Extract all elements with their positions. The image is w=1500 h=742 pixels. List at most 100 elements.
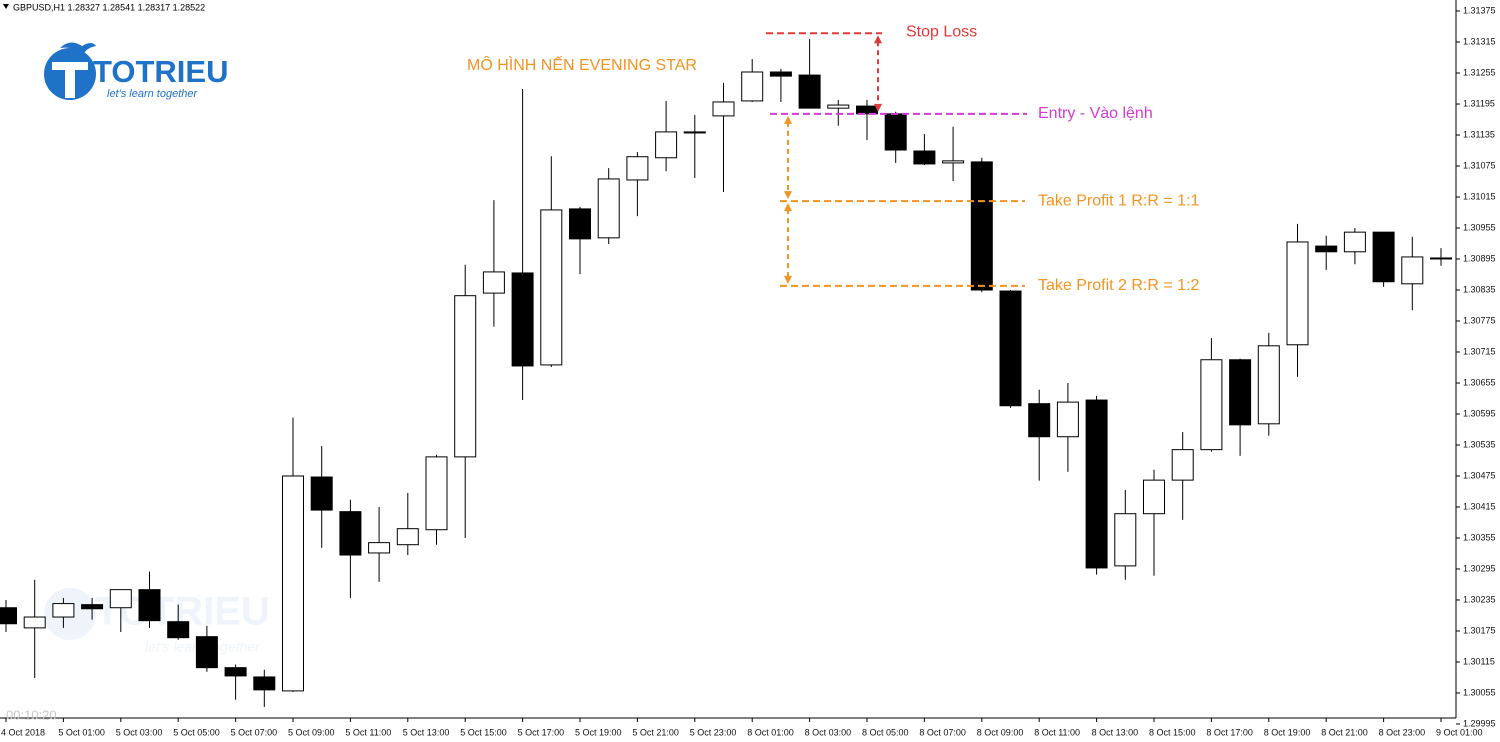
candle-body [282, 475, 304, 692]
y-tick-label: 1.30235 [1463, 594, 1496, 604]
x-tick-label: 5 Oct 09:00 [288, 727, 335, 737]
candle-body [368, 542, 391, 554]
x-tick-label: 8 Oct 09:00 [977, 727, 1024, 737]
candle-body [540, 209, 563, 366]
x-tick-label: 4 Oct 2018 [1, 727, 45, 737]
candle-body [396, 528, 419, 546]
x-tick-label: 8 Oct 23:00 [1379, 727, 1426, 737]
candle-body [109, 589, 132, 609]
candle-body [195, 636, 218, 669]
candle-body [769, 71, 792, 77]
y-tick-label: 1.30535 [1463, 439, 1496, 449]
candle-body [1343, 231, 1366, 253]
arrow-head [784, 115, 792, 124]
candle-body [999, 290, 1022, 407]
candle-body [482, 271, 505, 294]
y-tick-label: 1.30055 [1463, 687, 1496, 697]
y-tick-label: 1.30835 [1463, 284, 1496, 294]
y-tick-label: 1.30475 [1463, 470, 1496, 480]
y-tick-label: 1.30295 [1463, 563, 1496, 573]
x-tick-label: 8 Oct 19:00 [1264, 727, 1311, 737]
y-tick-label: 1.30415 [1463, 501, 1496, 511]
candle-body [1430, 257, 1452, 260]
x-tick-label: 5 Oct 03:00 [116, 727, 163, 737]
candle-body [1229, 359, 1252, 426]
y-tick-label: 1.30175 [1463, 625, 1496, 635]
logo-name: TOTRIEU [93, 54, 229, 89]
candle-body [856, 105, 878, 115]
logo-t [52, 62, 88, 98]
x-tick-label: 8 Oct 21:00 [1321, 727, 1368, 737]
logo: TOTRIEU let's learn together [44, 42, 229, 100]
candle-body [52, 603, 75, 618]
level-label: Stop Loss [906, 23, 977, 40]
candle-body [1028, 403, 1051, 438]
candle-body [626, 156, 649, 181]
x-tick-label: 8 Oct 07:00 [919, 727, 966, 737]
x-tick-label: 5 Oct 23:00 [690, 727, 737, 737]
chart-title: GBPUSD,H1 1.28327 1.28541 1.28317 1.2852… [13, 2, 205, 12]
pattern-label: MÔ HÌNH NẾN EVENING STAR [467, 55, 697, 74]
x-tick-label: 8 Oct 11:00 [1034, 727, 1080, 737]
candle-body [1315, 245, 1338, 253]
y-tick-label: 1.30775 [1463, 315, 1496, 325]
y-tick-label: 1.30595 [1463, 408, 1496, 418]
candle-body [454, 295, 477, 458]
x-tick-label: 9 Oct 01:00 [1436, 727, 1483, 737]
candle-body [1114, 513, 1137, 567]
x-tick-label: 5 Oct 05:00 [173, 727, 220, 737]
candle-body [884, 113, 907, 151]
candle-body [827, 104, 850, 109]
candle-body [339, 511, 362, 556]
candle-body [310, 476, 333, 511]
arrow-head [784, 203, 792, 212]
logo-tagline: let's learn together [107, 88, 198, 100]
candle-body [1171, 449, 1194, 481]
y-tick-label: 1.29995 [1463, 718, 1496, 728]
candle-body [913, 150, 936, 165]
candle-body [798, 74, 821, 109]
y-tick-label: 1.31015 [1463, 191, 1496, 201]
candle-body [1257, 345, 1280, 425]
candle-body [1401, 256, 1424, 285]
candle-body [655, 131, 678, 159]
candle-body [0, 607, 17, 625]
logo-flame [60, 42, 96, 54]
y-tick-label: 1.31075 [1463, 160, 1496, 170]
x-tick-label: 5 Oct 13:00 [403, 727, 450, 737]
y-tick-label: 1.30715 [1463, 346, 1496, 356]
candle-body [569, 208, 591, 240]
y-tick-label: 1.31375 [1463, 5, 1496, 15]
y-tick-label: 1.31195 [1463, 98, 1495, 108]
candle-body [712, 101, 735, 117]
x-tick-label: 8 Oct 17:00 [1206, 727, 1253, 737]
candle-body [942, 160, 965, 164]
y-tick-label: 1.30955 [1463, 222, 1496, 232]
x-tick-label: 5 Oct 21:00 [632, 727, 679, 737]
x-tick-label: 5 Oct 01:00 [58, 727, 105, 737]
arrow-head [874, 35, 882, 44]
candle-body [1056, 401, 1079, 438]
x-tick-label: 5 Oct 07:00 [231, 727, 278, 737]
y-tick-label: 1.31255 [1463, 67, 1496, 77]
candle-body [81, 604, 104, 610]
candle-body [1085, 399, 1108, 569]
x-tick-label: 5 Oct 19:00 [575, 727, 622, 737]
y-tick-label: 1.31315 [1463, 36, 1496, 46]
candle-body [138, 589, 161, 622]
candle-body [597, 178, 620, 239]
candle-body [970, 161, 993, 291]
arrow-head [874, 103, 882, 112]
y-tick-label: 1.30115 [1463, 656, 1495, 666]
timer: 00:10:20 [6, 707, 57, 722]
x-tick-label: 5 Oct 15:00 [460, 727, 507, 737]
y-tick-label: 1.30655 [1463, 377, 1496, 387]
candle-body [253, 676, 276, 691]
y-tick-label: 1.30355 [1463, 532, 1496, 542]
x-tick-label: 8 Oct 01:00 [747, 727, 794, 737]
level-label: Take Profit 1 R:R = 1:1 [1038, 192, 1200, 209]
x-tick-label: 5 Oct 17:00 [518, 727, 565, 737]
arrow-head [784, 191, 792, 200]
